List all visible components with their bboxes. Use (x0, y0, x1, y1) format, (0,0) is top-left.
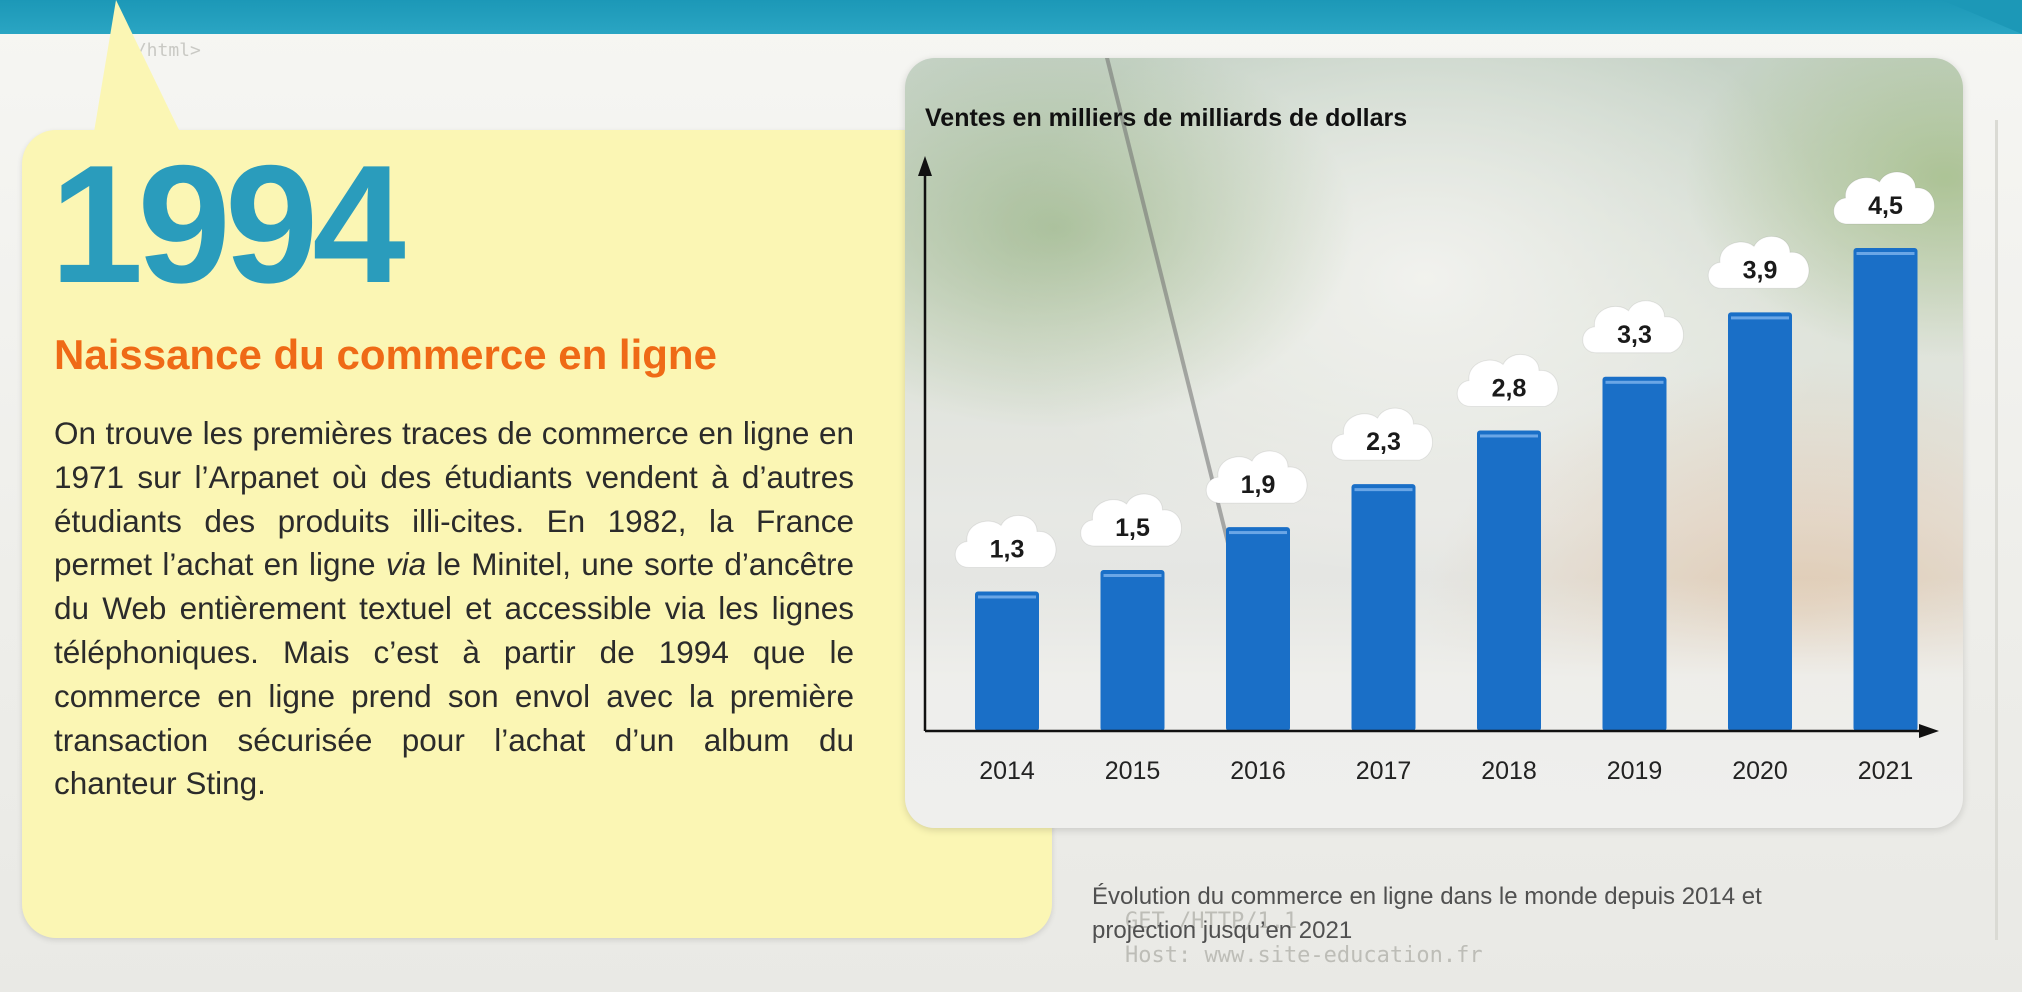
value-bubble-2015 (1080, 493, 1182, 547)
value-bubble-2016 (1205, 450, 1308, 504)
card-year: 1994 (50, 130, 406, 318)
value-bubble-2014 (954, 514, 1057, 568)
background-rule (1995, 120, 1998, 940)
data-label-2020: 3,9 (1743, 256, 1778, 284)
x-tick-label-2021: 2021 (1858, 757, 1914, 785)
data-label-2014: 1,3 (990, 535, 1025, 563)
bar-2015 (1100, 570, 1165, 731)
bar-highlight (1103, 574, 1162, 577)
value-bubble-2018 (1456, 353, 1559, 407)
y-axis-arrow (918, 156, 932, 176)
chart-bars (975, 248, 1918, 731)
x-tick-label-2016: 2016 (1230, 757, 1286, 785)
chart-x-tick-labels: 2014 2015 2016 2017 2018 2019 2020 2021 (979, 757, 1913, 785)
x-tick-label-2015: 2015 (1105, 757, 1161, 785)
card-body-italic: via (385, 546, 427, 583)
data-label-2019: 3,3 (1617, 321, 1652, 349)
x-tick-label-2018: 2018 (1481, 757, 1537, 785)
card-subtitle: Naissance du commerce en ligne (54, 331, 717, 378)
bar-highlight (1605, 380, 1664, 384)
header-band (0, 0, 2022, 34)
background-code-line: GET /HTTP/1.1 (1125, 909, 1298, 934)
card-body-part2: le Minitel, une sorte d’ancêtre du Web e… (54, 546, 854, 802)
data-label-2021: 4,5 (1868, 192, 1903, 220)
bar-2019 (1602, 376, 1667, 731)
chart-data-labels: 1,3 1,5 1,9 2,3 2,8 3,3 3,9 4,5 (954, 171, 1935, 568)
bar-2020 (1728, 312, 1792, 731)
bar-2021 (1853, 248, 1918, 731)
bar-2016 (1226, 527, 1290, 731)
value-bubble-2021 (1833, 171, 1935, 225)
value-bubble-2020 (1707, 235, 1810, 289)
x-tick-label-2019: 2019 (1607, 757, 1663, 785)
card-speech-notch (94, 0, 180, 132)
chart-caption: Évolution du commerce en ligne dans le m… (1092, 883, 1762, 944)
x-axis-arrow (1919, 724, 1939, 738)
bar-highlight (1229, 531, 1287, 535)
value-bubble-2017 (1331, 407, 1433, 461)
header-corner (1942, 0, 2022, 34)
x-tick-label-2014: 2014 (979, 757, 1035, 785)
data-label-2017: 2,3 (1366, 428, 1401, 456)
card-body-text: On trouve les premières traces de commer… (54, 412, 854, 806)
value-bubble-2019 (1582, 300, 1684, 354)
x-tick-label-2020: 2020 (1732, 757, 1788, 785)
data-label-2015: 1,5 (1115, 514, 1150, 542)
data-label-2016: 1,9 (1241, 471, 1276, 499)
bar-2017 (1351, 484, 1416, 731)
bar-2018 (1477, 430, 1541, 731)
bar-highlight (1856, 252, 1915, 255)
chart-title: Ventes en milliers de milliards de dolla… (925, 104, 1407, 132)
bar-highlight (978, 595, 1036, 599)
bar-highlight (1731, 316, 1789, 320)
bar-highlight (1480, 434, 1538, 438)
bar-chart: Ventes en milliers de milliards de dolla… (918, 104, 1939, 785)
bar-2014 (975, 591, 1039, 731)
chart-panel: Ventes en milliers de milliards de dolla… (905, 58, 1963, 828)
data-label-2018: 2,8 (1492, 374, 1527, 402)
info-card (22, 0, 1052, 938)
card-body-part1: On trouve les premières traces de commer… (54, 415, 854, 583)
background-code-block: GET /HTTP/1.1 Host: www.site-education.f… (1125, 905, 1483, 973)
bar-highlight (1354, 488, 1413, 492)
x-tick-label-2017: 2017 (1356, 757, 1412, 785)
background-code-line: Host: www.site-education.fr (1125, 943, 1483, 968)
